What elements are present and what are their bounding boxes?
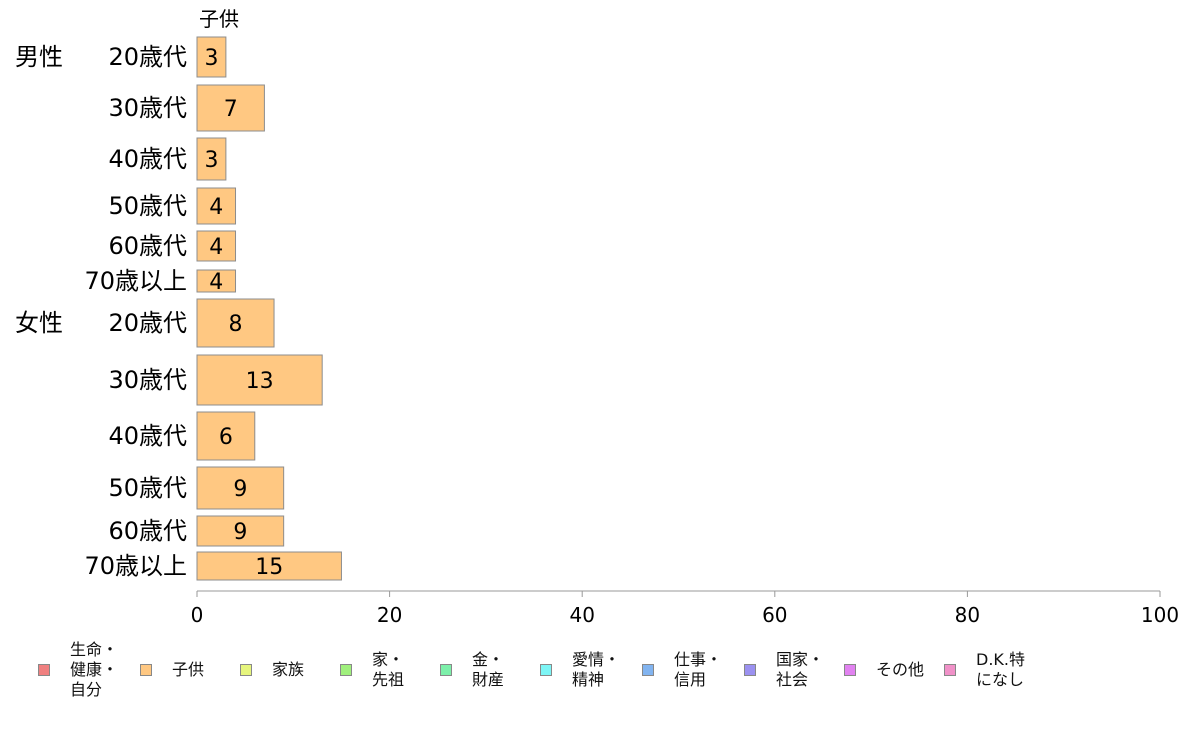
x-tick-label: 100 — [1141, 603, 1179, 627]
legend-item: 愛情・ 精神 — [540, 650, 620, 690]
bar — [196, 515, 285, 547]
legend-swatch — [540, 664, 552, 676]
legend-item: 仕事・ 信用 — [642, 650, 722, 690]
bar — [196, 230, 237, 262]
category-label: 70歳以上 — [84, 552, 187, 580]
legend-label: D.K.特 になし — [976, 650, 1025, 689]
legend-label: 子供 — [172, 660, 205, 679]
legend-item: 子供 — [140, 660, 204, 680]
bar — [196, 84, 265, 132]
data-label: 15 — [255, 555, 283, 580]
legend-label: 家・ 先祖 — [372, 650, 405, 689]
category-label: 70歳以上 — [84, 267, 187, 295]
x-tick-label: 40 — [569, 603, 594, 627]
bar — [196, 269, 237, 293]
legend-item: 家族 — [240, 660, 304, 680]
legend-item: 家・ 先祖 — [340, 650, 404, 690]
x-tick-label: 60 — [762, 603, 787, 627]
category-label: 30歳代 — [108, 94, 187, 122]
x-tick-label: 80 — [955, 603, 980, 627]
data-label: 3 — [204, 148, 218, 173]
group-label: 男性 — [15, 43, 63, 71]
legend-label: 生命・ 健康・ 自分 — [70, 640, 119, 699]
x-tick-label: 20 — [377, 603, 402, 627]
data-label: 6 — [219, 425, 233, 450]
legend-label: 愛情・ 精神 — [572, 650, 621, 689]
category-label: 30歳代 — [108, 366, 187, 394]
data-label: 3 — [204, 46, 218, 71]
legend-swatch — [844, 664, 856, 676]
data-label: 9 — [233, 477, 247, 502]
legend-swatch — [642, 664, 654, 676]
bar — [196, 137, 227, 181]
legend-label: 国家・ 社会 — [776, 650, 825, 689]
category-label: 50歳代 — [108, 474, 187, 502]
chart: 子供 3 20歳代 7 30歳代 3 40歳代 4 50歳代 4 60歳代 4 70歳以上 男性 8 20歳代… — [15, 7, 1179, 627]
category-label: 40歳代 — [108, 422, 187, 450]
legend-item: D.K.特 になし — [944, 650, 1025, 690]
data-label: 7 — [224, 97, 238, 122]
legend-item: 国家・ 社会 — [744, 650, 824, 690]
legend-label: 金・ 財産 — [472, 650, 505, 689]
category-label: 60歳代 — [108, 232, 187, 260]
category-label: 60歳代 — [108, 517, 187, 545]
legend-swatch — [240, 664, 252, 676]
legend-swatch — [38, 664, 50, 676]
category-label: 20歳代 — [108, 309, 187, 337]
bar — [196, 551, 342, 581]
bar — [196, 187, 237, 225]
category-label: 20歳代 — [108, 43, 187, 71]
bar — [196, 354, 323, 406]
legend: 生命・ 健康・ 自分 子供 家族 家・ 先祖 金・ 財産 愛情・ 精神 仕事・ 信用 国家・ … — [38, 640, 1158, 710]
legend-label: 仕事・ 信用 — [674, 650, 723, 689]
legend-swatch — [744, 664, 756, 676]
legend-label: 家族 — [272, 660, 305, 679]
data-label: 9 — [233, 520, 247, 545]
bar — [196, 411, 256, 461]
bar — [196, 36, 227, 78]
legend-item: その他 — [844, 660, 924, 680]
legend-item: 生命・ 健康・ 自分 — [38, 640, 118, 700]
legend-label: その他 — [876, 660, 925, 679]
bar — [196, 298, 275, 348]
legend-swatch — [944, 664, 956, 676]
legend-swatch — [440, 664, 452, 676]
legend-swatch — [140, 664, 152, 676]
category-label: 40歳代 — [108, 145, 187, 173]
legend-swatch — [340, 664, 352, 676]
group-label: 女性 — [15, 309, 63, 337]
data-label: 4 — [209, 195, 223, 220]
legend-item: 金・ 財産 — [440, 650, 504, 690]
x-tick-label: 0 — [191, 603, 204, 627]
data-label: 4 — [209, 270, 223, 295]
category-label: 50歳代 — [108, 192, 187, 220]
bar — [196, 466, 285, 510]
series-title: 子供 — [199, 7, 239, 31]
data-label: 8 — [229, 312, 243, 337]
data-label: 4 — [209, 235, 223, 260]
data-label: 13 — [246, 369, 274, 394]
